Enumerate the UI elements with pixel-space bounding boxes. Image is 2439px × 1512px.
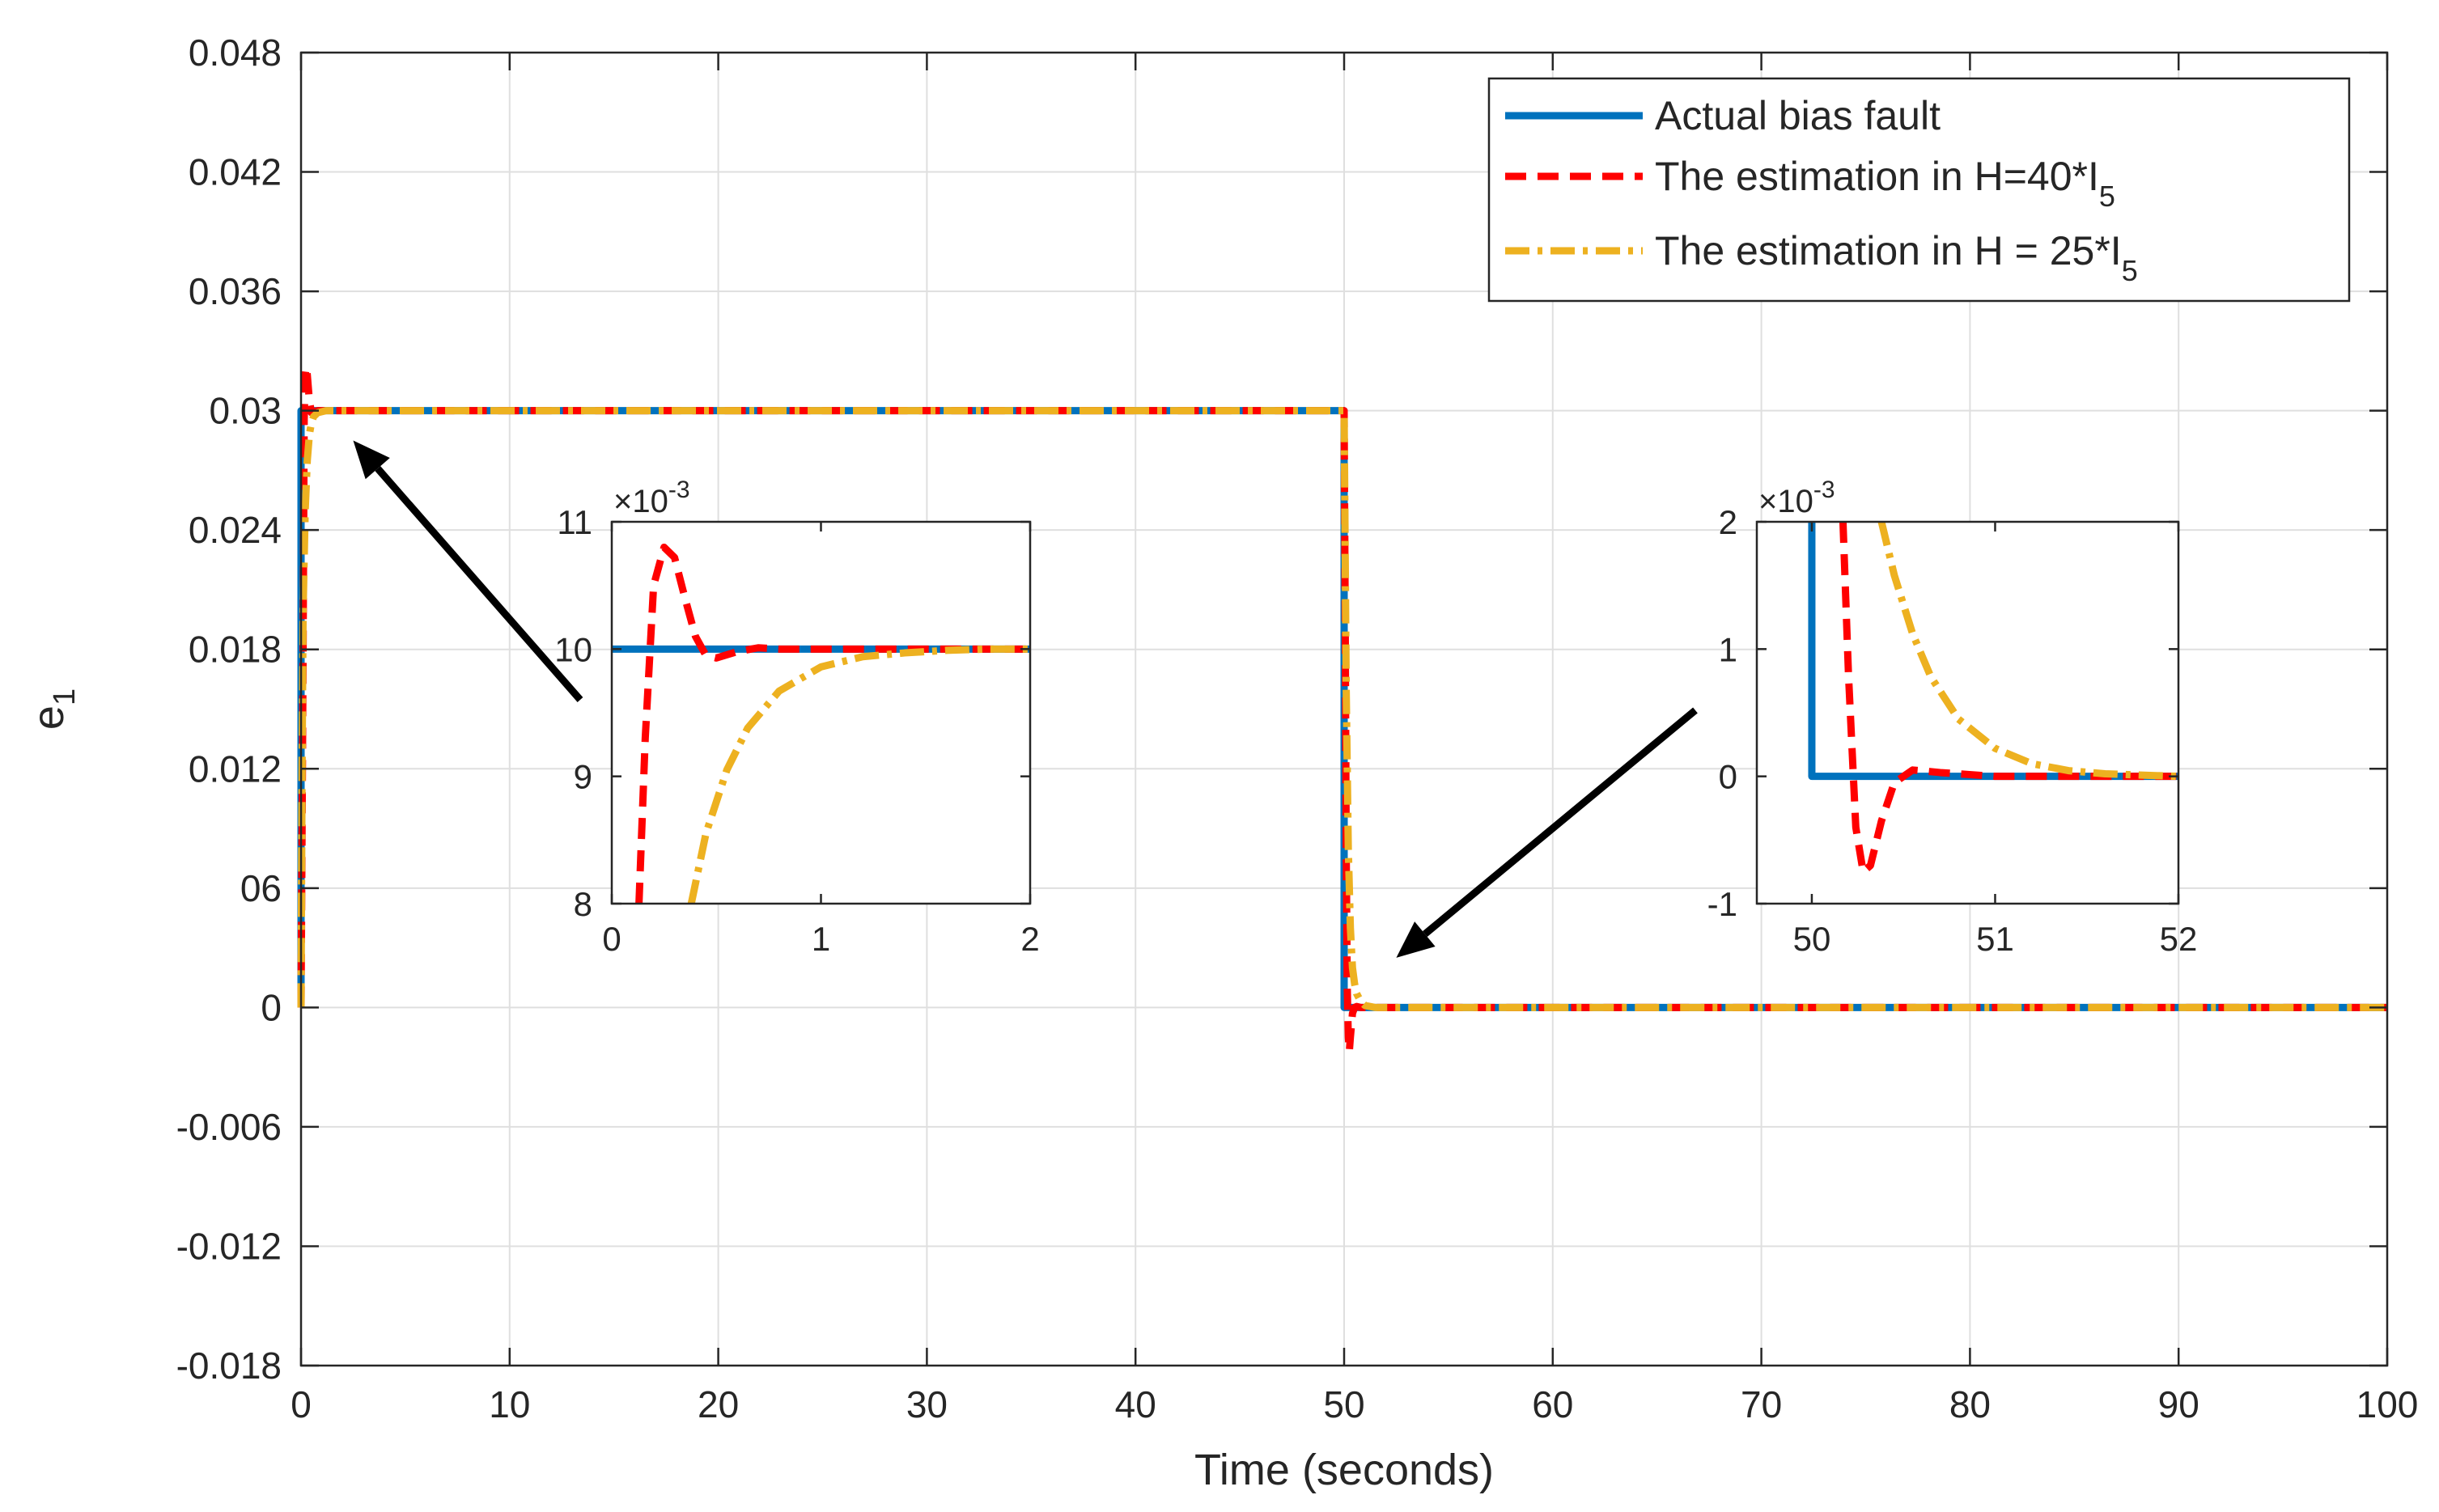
arrow-right-shaft [1423, 707, 1698, 938]
inset-exponent-sup: -3 [668, 476, 690, 503]
x-tick-label: 80 [1949, 1383, 1991, 1425]
series-est40-line [297, 363, 2387, 1055]
inset-x-tick-label: 50 [1793, 920, 1831, 958]
inset-right-background [1757, 522, 2178, 904]
inset-x-tick-label: 0 [602, 920, 621, 958]
inset-right-series [1808, 522, 2178, 876]
inset-exponent-base: ×10 [1758, 484, 1813, 519]
inset-exponent-label: ×10-3 [1758, 476, 1835, 519]
inset-x-tick-label: 2 [1020, 920, 1039, 958]
inset-y-tick-label: 2 [1719, 503, 1737, 541]
x-tick-label: 40 [1115, 1383, 1156, 1425]
legend-label-actual: Actual bias fault [1655, 93, 1941, 138]
inset-left-series [612, 543, 1030, 904]
y-tick-label: -0.018 [176, 1345, 282, 1387]
y-axis-label: e1 [24, 688, 82, 730]
x-tick-label: 70 [1741, 1383, 1782, 1425]
inset-exponent-base: ×10 [613, 484, 668, 519]
inset-left: 0 1 2 8 9 10 11 ×10-3 [554, 476, 1039, 958]
legend: Actual bias fault The estimation in H=40*… [1487, 77, 2351, 303]
y-tick-label: 0.042 [189, 151, 282, 193]
y-tick-label: -0.012 [176, 1225, 282, 1267]
y-tick-label: 0 [261, 986, 282, 1028]
inset-exponent-sup: -3 [1813, 476, 1835, 503]
legend-label-sub: 5 [2122, 254, 2138, 287]
series-est25-inset-line [687, 645, 1030, 904]
y-tick-label: 0.048 [189, 32, 282, 74]
legend-label-est25: The estimation in H = 25*I5 [1655, 228, 2138, 287]
arrows [353, 440, 1698, 958]
legend-label-text: The estimation in H=40*I [1655, 154, 2099, 199]
x-tick-label: 60 [1532, 1383, 1573, 1425]
series-est25-line [297, 407, 2387, 1011]
x-tick-label: 20 [698, 1383, 739, 1425]
y-axis-label-sub: 1 [48, 688, 82, 705]
inset-left-background [612, 522, 1030, 904]
inset-y-tick-label: 0 [1719, 758, 1737, 796]
inset-y-tick-label: 11 [557, 503, 592, 541]
y-tick-label: 0.012 [189, 748, 282, 790]
y-tick-label: 0.024 [189, 509, 282, 551]
inset-y-tick-label: -1 [1707, 885, 1737, 923]
inset-y-tick-label: 8 [574, 885, 592, 923]
x-axis-label: Time (seconds) [1194, 1446, 1494, 1494]
y-tick-label: 0.018 [189, 629, 282, 671]
x-tick-label: 50 [1323, 1383, 1364, 1425]
legend-label-text: Actual bias fault [1655, 93, 1941, 138]
y-axis-label-group: e1 [24, 688, 82, 730]
inset-exponent-label: ×10-3 [613, 476, 690, 519]
inset-y-tick-label: 10 [554, 630, 592, 668]
inset-x-tick-label: 52 [2160, 920, 2198, 958]
inset-y-tick-label: 1 [1719, 630, 1737, 668]
arrow-right-head [1396, 921, 1436, 958]
main-ticks: 0 10 20 30 40 50 60 70 80 90 100-0.018-0.012-0.006… [176, 32, 2419, 1425]
inset-x-tick-label: 1 [812, 920, 830, 958]
series-actual-inset-line [1808, 522, 2178, 781]
arrow-left-head [353, 440, 390, 480]
inset-right-frame [1755, 520, 2180, 905]
y-tick-label: 0.03 [209, 390, 282, 432]
x-tick-label: 0 [291, 1383, 312, 1425]
legend-label-text: The estimation in H = 25*I [1655, 228, 2122, 273]
y-tick-label: 0.036 [189, 270, 282, 312]
y-axis-label-main: e [24, 705, 73, 730]
series-est40-inset-line [1839, 522, 2178, 876]
x-tick-label: 30 [906, 1383, 948, 1425]
x-tick-label: 10 [489, 1383, 530, 1425]
y-tick-label: -0.006 [176, 1106, 282, 1148]
inset-y-tick-label: 9 [574, 758, 592, 796]
x-tick-label: 90 [2158, 1383, 2199, 1425]
y-tick-label: 06 [240, 867, 282, 909]
legend-label-est40: The estimation in H=40*I5 [1655, 154, 2115, 213]
arrow-left-shaft [375, 466, 583, 702]
inset-right: 50 51 52 -1 0 1 2 ×10-3 [1707, 476, 2198, 958]
arrow-left [353, 440, 583, 702]
series-est40-inset-line [635, 543, 1030, 904]
arrow-right [1396, 707, 1698, 958]
inset-x-tick-label: 51 [1976, 920, 2014, 958]
series-est25-inset-line [1877, 522, 2178, 781]
x-tick-label: 100 [2356, 1383, 2419, 1425]
legend-label-sub: 5 [2099, 180, 2115, 213]
